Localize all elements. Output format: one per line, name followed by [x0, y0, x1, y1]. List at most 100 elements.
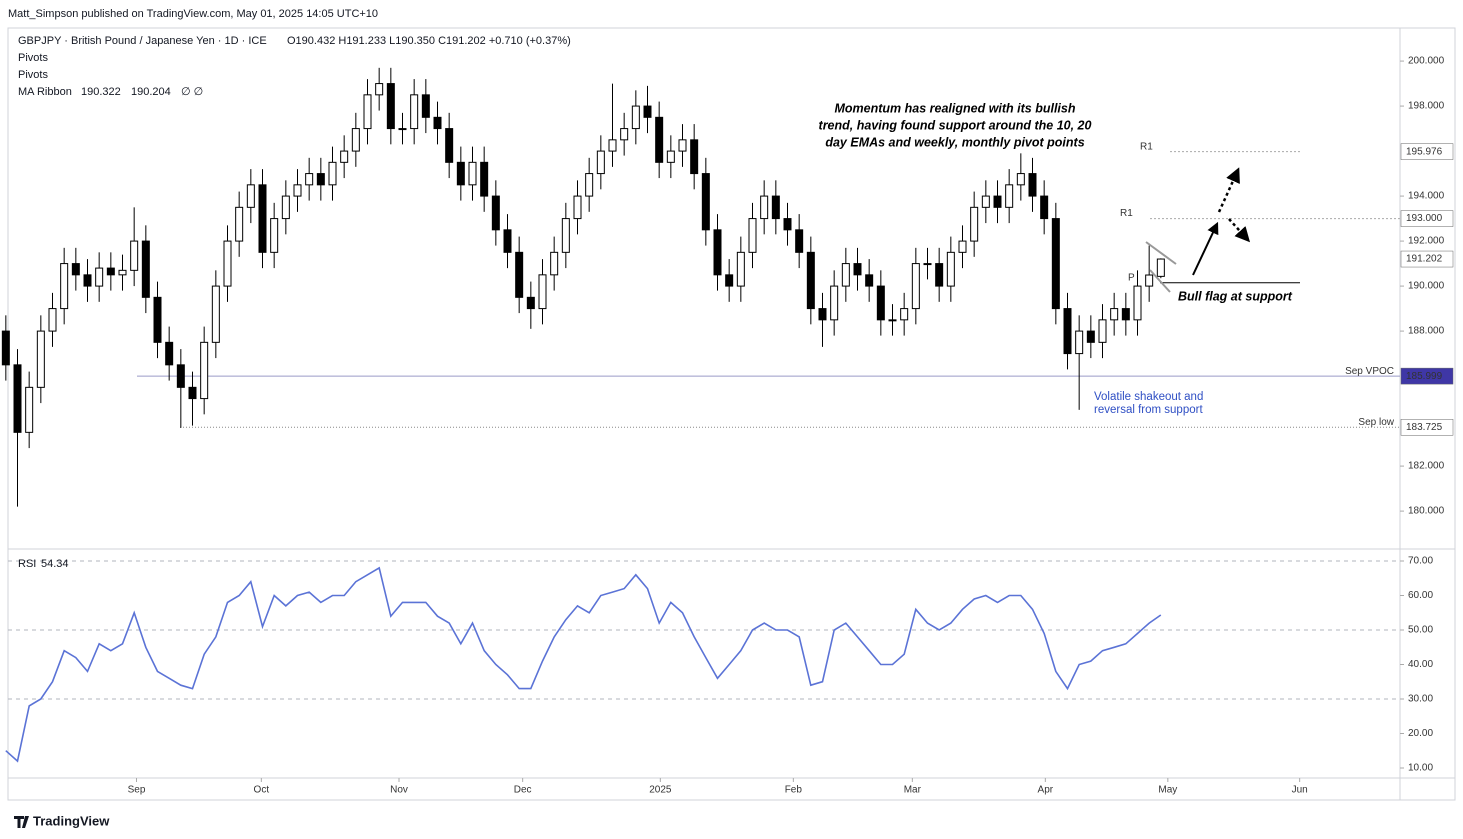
candle-body [526, 296, 535, 310]
candle-body [993, 195, 1002, 208]
y-tick-label: 198.000 [1408, 101, 1445, 112]
candle-body [1040, 195, 1049, 220]
level-name: R1 [1120, 208, 1133, 219]
x-tick-label: Oct [254, 785, 270, 796]
annotation: Volatile shakeout and [1094, 391, 1203, 403]
price-tag-label: 185.999 [1406, 371, 1443, 382]
price-tag [1400, 143, 1454, 160]
candle-body [340, 150, 349, 163]
candle-body [935, 263, 944, 287]
y-tick-label: 20.00 [1408, 728, 1433, 739]
candle-body [771, 195, 780, 220]
candle-body [270, 218, 279, 253]
candle-body [1028, 173, 1037, 197]
y-tick-label: 192.000 [1408, 236, 1445, 247]
candle-body [351, 128, 360, 152]
candle-body [841, 263, 850, 287]
candle-body [678, 139, 687, 152]
price-tag [1400, 210, 1454, 227]
candle-body [701, 173, 710, 231]
candle-body [200, 341, 209, 400]
candle-body [888, 319, 897, 322]
candle-body [573, 195, 582, 220]
x-tick-label: Feb [785, 785, 803, 796]
annotation: Momentum has realigned with its bullish [835, 101, 1076, 115]
ribbon-null: ∅ ∅ [181, 86, 203, 98]
candle-body [795, 229, 804, 253]
price-tag [1400, 419, 1454, 436]
candle-body [316, 173, 325, 186]
rsi-value: 54.34 [41, 558, 69, 570]
candle-body [981, 195, 990, 208]
y-tick-label: 70.00 [1408, 556, 1433, 567]
candle-body [865, 274, 874, 287]
candle-body [923, 263, 932, 266]
candle-body [1, 330, 10, 366]
level-name: R1 [1140, 141, 1153, 152]
x-tick-label: Jun [1292, 785, 1308, 796]
candle-body [118, 269, 127, 276]
y-tick-label: 180.000 [1408, 506, 1445, 517]
candle-body [375, 83, 384, 96]
indicator-label: MA Ribbon [18, 86, 72, 98]
price-tag-label: 195.976 [1406, 146, 1443, 157]
x-tick-label: 2025 [649, 785, 672, 796]
candle-body [176, 364, 185, 388]
candle-body [713, 229, 722, 276]
candle-body [853, 263, 862, 276]
candle-body [235, 206, 244, 242]
rsi-line [5, 566, 1162, 763]
y-tick-label: 30.00 [1408, 694, 1433, 705]
candle-body [36, 330, 45, 388]
candle-body [223, 240, 232, 287]
candle-body [1098, 319, 1107, 343]
candle-body [1063, 308, 1072, 355]
candle-body [95, 267, 104, 287]
candle-body [445, 128, 454, 163]
candle-body [561, 218, 570, 253]
candle-body [13, 364, 22, 433]
x-tick-label: Mar [904, 785, 922, 796]
y-tick-label: 50.00 [1408, 625, 1433, 636]
indicator-label: Pivots [18, 52, 48, 64]
candle-body [1005, 184, 1014, 208]
candle-body [1156, 258, 1165, 277]
candle-body [655, 116, 664, 163]
price-tag-label: 183.725 [1406, 422, 1443, 433]
candle-body [421, 94, 430, 118]
candle-body [550, 251, 559, 276]
level-name: Sep VPOC [1345, 366, 1394, 377]
candle-body [491, 195, 500, 231]
candle-body [1016, 173, 1025, 186]
candle-body [83, 274, 92, 287]
candle-body [596, 150, 605, 175]
y-tick-label: 182.000 [1408, 461, 1445, 472]
arrow [1228, 218, 1251, 243]
indicator-label: Pivots [18, 69, 48, 81]
candle-body [386, 83, 395, 130]
logo [14, 816, 29, 828]
candle-body [60, 263, 69, 310]
candle-body [725, 274, 734, 287]
candle-body [363, 94, 372, 130]
candle-body [515, 251, 524, 298]
level-name: P [1128, 272, 1135, 283]
y-tick-label: 188.000 [1408, 326, 1445, 337]
annotation: trend, having found support around the 1… [819, 118, 1092, 132]
candle-body [328, 161, 337, 186]
candle-body [946, 251, 955, 287]
flag-line [1145, 241, 1177, 265]
price-tag-label: 193.000 [1406, 213, 1443, 224]
candle-body [106, 267, 115, 276]
candle-body [620, 128, 629, 141]
candle-body [480, 161, 489, 197]
flag-line [1149, 269, 1171, 293]
candle-body [538, 274, 547, 310]
last-price-label: 191.202 [1406, 254, 1443, 265]
candle-body [153, 296, 162, 343]
x-tick-label: Dec [514, 785, 532, 796]
x-tick-label: Nov [390, 785, 408, 796]
candle-body [456, 161, 465, 186]
candle-body [188, 386, 197, 400]
